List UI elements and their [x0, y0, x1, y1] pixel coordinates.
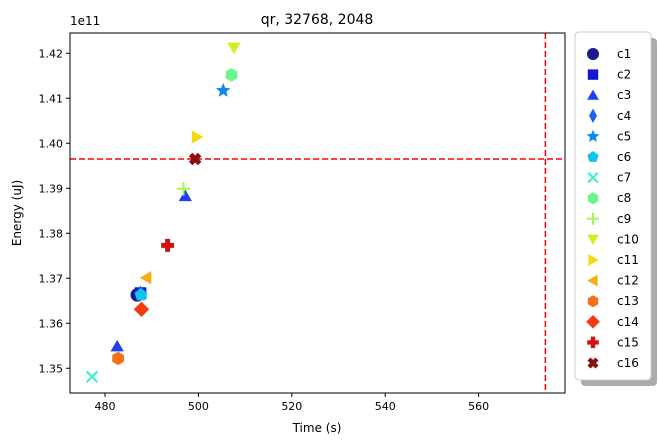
legend-label: c14 — [617, 315, 639, 329]
data-point-c3 — [110, 339, 124, 352]
data-point-c14 — [133, 301, 150, 317]
data-point-c9 — [176, 181, 191, 196]
x-axis: 480 500 520 540 560 — [95, 393, 489, 413]
legend-item-c6: c6 — [587, 150, 631, 164]
data-point-c6 — [134, 288, 148, 301]
data-point-c8 — [225, 68, 238, 82]
x-tick-label: 500 — [188, 400, 209, 413]
reference-lines — [70, 33, 565, 393]
x-tick-label: 520 — [281, 400, 302, 413]
legend-item-c10: c10 — [587, 232, 639, 246]
x-tick-label: 480 — [95, 400, 116, 413]
y-tick-label: 1.38 — [39, 227, 64, 240]
legend-label: c9 — [617, 212, 631, 226]
data-point-c16 — [188, 152, 202, 166]
x-tick-label: 560 — [468, 400, 489, 413]
y-axis: 1.35 1.36 1.37 1.38 1.39 1.40 1.41 1.42 — [39, 47, 70, 375]
data-point-c5 — [215, 82, 231, 97]
legend-label: c16 — [617, 356, 639, 370]
legend-label: c8 — [617, 191, 631, 205]
data-point-c13 — [112, 351, 124, 366]
y-axis-label: Energy (uJ) — [10, 180, 24, 246]
legend: c1 c2 c3 c4 c5 c6 c7 c8 c9 c10 c11 c12 c13 c14 c15 c16 — [574, 31, 657, 386]
legend-label: c10 — [617, 232, 639, 246]
legend-label: c2 — [617, 68, 631, 82]
legend-label: c1 — [617, 47, 631, 61]
data-points — [85, 42, 241, 383]
legend-item-c11: c11 — [588, 253, 639, 267]
legend-marker-c3 — [587, 89, 599, 100]
legend-item-c9: c9 — [587, 212, 631, 226]
legend-marker-c15 — [587, 336, 599, 349]
legend-item-c16: c16 — [587, 356, 639, 370]
legend-marker-c11 — [588, 254, 599, 266]
data-point-c7 — [85, 370, 99, 383]
legend-marker-c16 — [587, 357, 599, 369]
y-tick-label: 1.35 — [39, 362, 64, 375]
x-tick-label: 540 — [375, 400, 396, 413]
plot-frame — [69, 32, 566, 394]
data-point-c3 — [178, 189, 192, 202]
legend-marker-c13 — [587, 295, 599, 308]
data-point-c15 — [161, 238, 175, 252]
legend-label: c15 — [617, 335, 639, 349]
legend-label: c6 — [617, 150, 631, 164]
legend-marker-c14 — [586, 315, 600, 329]
legend-frame — [574, 31, 652, 381]
legend-item-c13: c13 — [587, 294, 639, 308]
legend-marker-c9 — [587, 212, 599, 225]
y-tick-label: 1.41 — [39, 92, 64, 105]
legend-marker-c10 — [587, 234, 599, 245]
legend-label: c12 — [617, 274, 639, 288]
legend-label: c7 — [617, 171, 631, 185]
legend-item-c12: c12 — [587, 274, 639, 288]
legend-label: c11 — [617, 253, 639, 267]
y-offset-label: 1e11 — [70, 14, 100, 28]
legend-item-c3: c3 — [587, 88, 631, 102]
y-tick-label: 1.39 — [39, 182, 64, 195]
legend-item-c15: c15 — [587, 335, 639, 349]
legend-marker-c7 — [587, 172, 599, 184]
data-point-c11 — [191, 130, 204, 144]
data-point-c12 — [139, 271, 152, 285]
legend-label: c5 — [617, 129, 631, 143]
legend-marker-c6 — [587, 151, 599, 162]
legend-marker-c2 — [587, 69, 599, 80]
legend-item-c2: c2 — [587, 68, 631, 82]
legend-item-c14: c14 — [586, 315, 639, 329]
x-axis-label: Time (s) — [292, 421, 342, 435]
legend-marker-c4 — [589, 108, 597, 123]
legend-item-c5: c5 — [586, 129, 631, 143]
data-point-c10 — [227, 42, 241, 55]
y-tick-label: 1.40 — [39, 137, 64, 150]
legend-label: c3 — [617, 88, 631, 102]
y-tick-label: 1.42 — [39, 47, 64, 60]
legend-marker-c5 — [586, 129, 600, 142]
legend-label: c13 — [617, 294, 639, 308]
legend-item-c7: c7 — [587, 171, 631, 185]
legend-item-c1: c1 — [587, 47, 631, 61]
legend-item-c4: c4 — [589, 108, 631, 123]
chart-title: qr, 32768, 2048 — [261, 12, 374, 28]
legend-marker-c8 — [587, 192, 599, 205]
y-tick-label: 1.37 — [39, 272, 64, 285]
y-tick-label: 1.36 — [39, 317, 64, 330]
legend-marker-c1 — [587, 48, 599, 60]
legend-label: c4 — [617, 109, 631, 123]
legend-marker-c12 — [587, 274, 598, 287]
legend-item-c8: c8 — [587, 191, 631, 205]
